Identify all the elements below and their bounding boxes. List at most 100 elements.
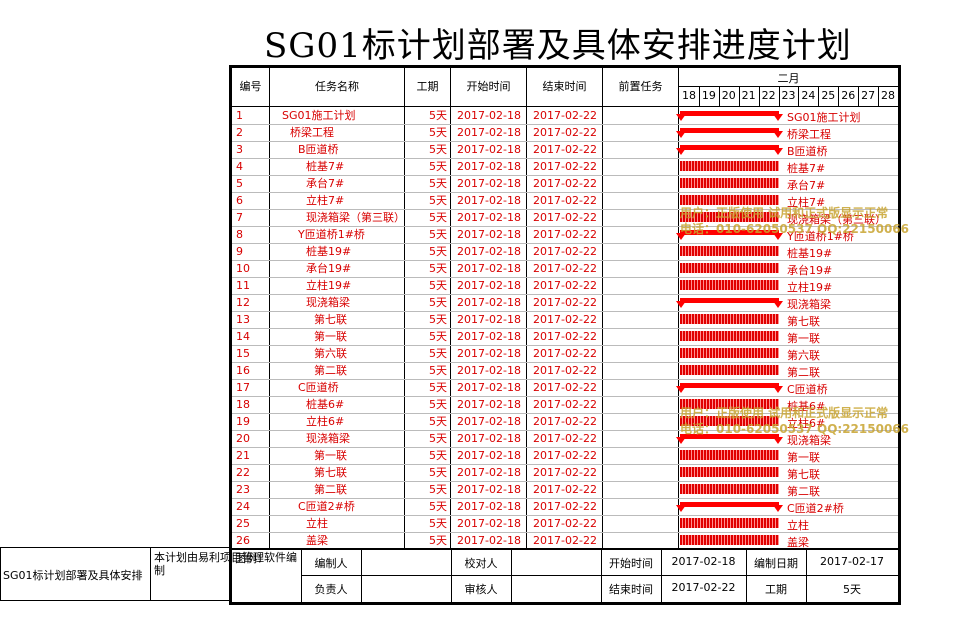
- summary-bar[interactable]: [680, 111, 779, 116]
- task-bar[interactable]: [680, 535, 779, 545]
- table-row[interactable]: 6 立柱7# 5天 2017-02-18 2017-02-22: [232, 192, 679, 209]
- task-start: 2017-02-18: [457, 126, 521, 139]
- task-bar[interactable]: [680, 212, 779, 222]
- watermark-line-1: 用户：正版使用 试用和正式版显示正常: [680, 206, 889, 220]
- task-name: SG01施工计划: [282, 109, 356, 122]
- footer-top-line: [232, 548, 898, 550]
- task-id: 4: [236, 160, 243, 173]
- day-header: 21: [741, 89, 756, 102]
- task-start: 2017-02-18: [457, 483, 521, 496]
- table-row[interactable]: 18 桩基6# 5天 2017-02-18 2017-02-22: [232, 396, 679, 413]
- table-row[interactable]: 23 第二联 5天 2017-02-18 2017-02-22: [232, 481, 679, 498]
- task-bar[interactable]: [680, 348, 779, 358]
- table-row[interactable]: 7 现浇箱梁（第三联） 5天 2017-02-18 2017-02-22: [232, 209, 679, 226]
- reviewer-label: 审核人: [464, 583, 498, 596]
- task-start: 2017-02-18: [457, 415, 521, 428]
- task-bar[interactable]: [680, 263, 779, 273]
- task-end: 2017-02-22: [533, 398, 597, 411]
- summary-marker-icon: [773, 437, 783, 444]
- task-name: 第一联: [314, 449, 347, 462]
- task-bar[interactable]: [680, 518, 779, 528]
- table-row[interactable]: 25 立柱 5天 2017-02-18 2017-02-22: [232, 515, 679, 532]
- table-row[interactable]: 10 承台19# 5天 2017-02-18 2017-02-22: [232, 260, 679, 277]
- summary-bar[interactable]: [680, 298, 779, 303]
- task-end: 2017-02-22: [533, 449, 597, 462]
- table-row[interactable]: 19 立柱6# 5天 2017-02-18 2017-02-22: [232, 413, 679, 430]
- task-duration: 5天: [429, 211, 447, 224]
- summary-bar[interactable]: [680, 383, 779, 388]
- table-row[interactable]: 26 盖梁 5天 2017-02-18 2017-02-22: [232, 532, 679, 549]
- summary-bar[interactable]: [680, 145, 779, 150]
- table-row[interactable]: 5 承台7# 5天 2017-02-18 2017-02-22: [232, 175, 679, 192]
- task-bar[interactable]: [680, 450, 779, 460]
- legend-label: 图例：: [235, 552, 268, 565]
- task-name: 现浇箱梁: [306, 432, 350, 445]
- task-name: 第二联: [314, 483, 347, 496]
- header-name[interactable]: 任务名称: [270, 68, 405, 106]
- header-end[interactable]: 结束时间: [527, 68, 603, 106]
- table-row[interactable]: 21 第一联 5天 2017-02-18 2017-02-22: [232, 447, 679, 464]
- table-row[interactable]: 3 B匝道桥 5天 2017-02-18 2017-02-22: [232, 141, 679, 158]
- bar-label: C匝道2#桥: [787, 502, 844, 515]
- table-row[interactable]: 11 立柱19# 5天 2017-02-18 2017-02-22: [232, 277, 679, 294]
- summary-bar[interactable]: [680, 128, 779, 133]
- summary-bar[interactable]: [680, 434, 779, 439]
- task-id: 11: [236, 279, 250, 292]
- task-end: 2017-02-22: [533, 194, 597, 207]
- task-duration: 5天: [429, 449, 447, 462]
- task-bar[interactable]: [680, 195, 779, 205]
- table-row[interactable]: 8 Y匝道桥1#桥 5天 2017-02-18 2017-02-22: [232, 226, 679, 243]
- task-bar[interactable]: [680, 467, 779, 477]
- table-row[interactable]: 13 第七联 5天 2017-02-18 2017-02-22: [232, 311, 679, 328]
- task-id: 22: [236, 466, 250, 479]
- task-end: 2017-02-22: [533, 160, 597, 173]
- table-row[interactable]: 14 第一联 5天 2017-02-18 2017-02-22: [232, 328, 679, 345]
- bar-label: SG01施工计划: [787, 111, 861, 124]
- bar-label: 第二联: [787, 485, 820, 498]
- task-bar[interactable]: [680, 484, 779, 494]
- day-header: 26: [841, 89, 856, 102]
- day-header: 24: [801, 89, 816, 102]
- task-id: 6: [236, 194, 243, 207]
- task-bar[interactable]: [680, 365, 779, 375]
- header-start[interactable]: 开始时间: [451, 68, 527, 106]
- task-id: 3: [236, 143, 243, 156]
- task-end: 2017-02-22: [533, 364, 597, 377]
- table-row[interactable]: 24 C匝道2#桥 5天 2017-02-18 2017-02-22: [232, 498, 679, 515]
- table-row[interactable]: 12 现浇箱梁 5天 2017-02-18 2017-02-22: [232, 294, 679, 311]
- table-row[interactable]: 16 第二联 5天 2017-02-18 2017-02-22: [232, 362, 679, 379]
- summary-bar[interactable]: [680, 502, 779, 507]
- task-start: 2017-02-18: [457, 381, 521, 394]
- bar-label: 桩基6#: [787, 400, 826, 413]
- checker-label: 校对人: [464, 557, 498, 570]
- task-end: 2017-02-22: [533, 262, 597, 275]
- table-row[interactable]: 1 SG01施工计划 5天 2017-02-18 2017-02-22: [232, 107, 679, 124]
- task-bar[interactable]: [680, 314, 779, 324]
- task-bar[interactable]: [680, 246, 779, 256]
- task-bar[interactable]: [680, 280, 779, 290]
- task-duration: 5天: [429, 313, 447, 326]
- task-duration: 5天: [429, 483, 447, 496]
- summary-marker-icon: [676, 301, 686, 308]
- task-duration: 5天: [429, 262, 447, 275]
- table-row[interactable]: 15 第六联 5天 2017-02-18 2017-02-22: [232, 345, 679, 362]
- task-bar[interactable]: [680, 331, 779, 341]
- header-duration[interactable]: 工期: [405, 68, 451, 106]
- table-row[interactable]: 2 桥梁工程 5天 2017-02-18 2017-02-22: [232, 124, 679, 141]
- table-row[interactable]: 9 桩基19# 5天 2017-02-18 2017-02-22: [232, 243, 679, 260]
- header-id[interactable]: 编号: [232, 68, 270, 106]
- task-bar[interactable]: [680, 178, 779, 188]
- task-end: 2017-02-22: [533, 517, 597, 530]
- task-start: 2017-02-18: [457, 466, 521, 479]
- task-bar[interactable]: [680, 416, 779, 426]
- header-predecessor[interactable]: 前置任务: [603, 68, 679, 106]
- bar-label: 第六联: [787, 349, 820, 362]
- task-bar[interactable]: [680, 399, 779, 409]
- summary-marker-icon: [676, 437, 686, 444]
- summary-bar[interactable]: [680, 230, 779, 235]
- table-row[interactable]: 4 桩基7# 5天 2017-02-18 2017-02-22: [232, 158, 679, 175]
- table-row[interactable]: 17 C匝道桥 5天 2017-02-18 2017-02-22: [232, 379, 679, 396]
- table-row[interactable]: 20 现浇箱梁 5天 2017-02-18 2017-02-22: [232, 430, 679, 447]
- table-row[interactable]: 22 第七联 5天 2017-02-18 2017-02-22: [232, 464, 679, 481]
- task-bar[interactable]: [680, 161, 779, 171]
